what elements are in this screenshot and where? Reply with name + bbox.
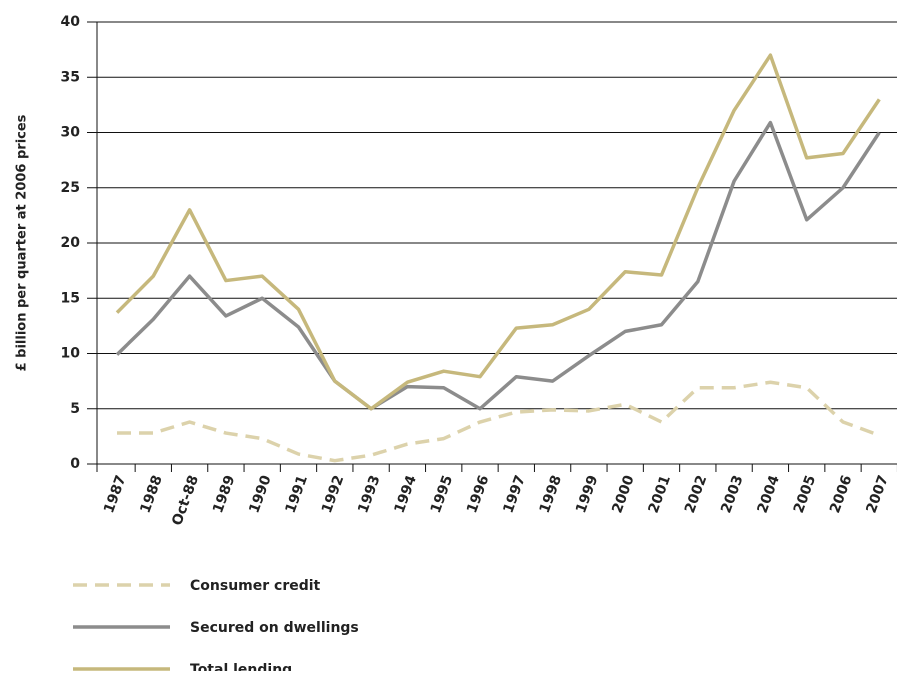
x-tick-label: 1987 (101, 473, 129, 515)
y-tick-label: 25 (61, 180, 80, 196)
x-tick-label: 1992 (319, 473, 347, 515)
x-tick-label: 2005 (791, 473, 819, 515)
x-tick-label: 2006 (827, 473, 855, 515)
y-tick-label: 30 (61, 125, 81, 141)
y-tick-label: 40 (61, 14, 81, 30)
legend-label: Total lending (190, 662, 292, 671)
y-tick-label: 15 (61, 290, 80, 306)
y-tick-label: 5 (70, 401, 80, 417)
x-tick-label: 2000 (609, 473, 637, 515)
x-tick-label: 1989 (210, 473, 238, 515)
series-line (115, 53, 881, 411)
x-tick-label: 1991 (283, 473, 311, 515)
series-line (115, 120, 881, 411)
x-tick-label: 1996 (464, 473, 492, 515)
x-tick-label: 2007 (863, 473, 891, 515)
y-tick-label: 0 (70, 456, 80, 472)
legend-label: Consumer credit (190, 578, 321, 594)
x-tick-label: 2002 (682, 473, 710, 515)
y-tick-label: 10 (61, 346, 81, 362)
x-tick-label: 1994 (392, 473, 420, 515)
x-tick-label: 2003 (718, 473, 746, 515)
x-tick-label: 1997 (500, 473, 528, 515)
x-tick-label: 1998 (537, 473, 565, 515)
x-tick-label: Oct-88 (169, 473, 202, 528)
legend-label: Secured on dwellings (190, 620, 359, 636)
x-tick-label: 1988 (137, 473, 165, 515)
y-tick-label: 35 (61, 69, 80, 85)
x-tick-label: 1999 (573, 473, 601, 515)
x-tick-label: 1990 (246, 473, 274, 515)
x-tick-label: 1995 (428, 473, 456, 515)
x-tick-label: 2004 (755, 473, 783, 515)
y-axis-label: £ billion per quarter at 2006 prices (15, 114, 30, 371)
x-tick-label: 2001 (646, 473, 674, 515)
y-tick-label: 20 (61, 235, 81, 251)
series-line (117, 380, 880, 463)
x-tick-label: 1993 (355, 473, 383, 515)
